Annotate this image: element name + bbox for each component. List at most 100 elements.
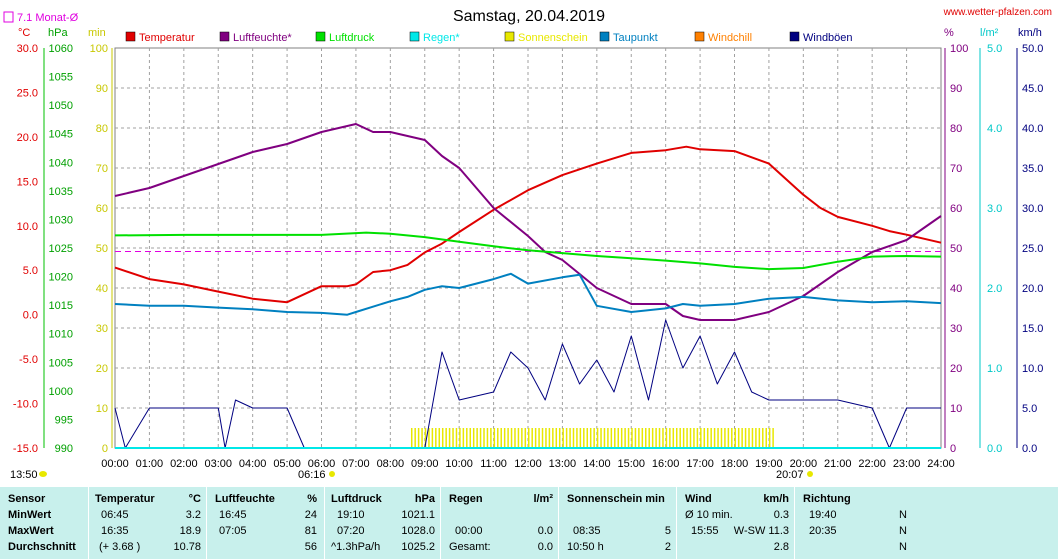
sunrise-time: 06:16 bbox=[298, 469, 326, 481]
sunshine-bar bbox=[531, 428, 533, 448]
pressure-axis-tick: 1000 bbox=[49, 386, 73, 398]
pressure-axis-tick: 1025 bbox=[49, 243, 73, 255]
sunshine-bar bbox=[744, 428, 747, 448]
x-tick-label: 20:00 bbox=[790, 458, 818, 470]
chart-grid bbox=[114, 47, 942, 449]
rain-axis-tick: 5.0 bbox=[987, 43, 1002, 55]
temp-axis-tick: 5.0 bbox=[23, 265, 38, 277]
site-link[interactable]: www.wetter-pfalzen.com bbox=[943, 7, 1052, 18]
humidity-axis-tick: 100 bbox=[950, 43, 968, 55]
temp-trend: (+ 3.68 ) bbox=[99, 541, 141, 553]
sunshine-bar bbox=[679, 428, 681, 448]
hdr-temp: Temperatur bbox=[95, 493, 155, 505]
col-temperature: Temperatur °C 06:45 3.2 16:35 18.9 (+ 3.… bbox=[88, 487, 207, 559]
x-tick-label: 10:00 bbox=[445, 458, 473, 470]
sunshine-bar bbox=[706, 428, 709, 448]
sunshine-bar bbox=[472, 428, 475, 448]
sunshine-bar bbox=[762, 428, 764, 448]
sunshine-bar bbox=[665, 428, 668, 448]
series-windben bbox=[114, 319, 941, 449]
temp-min-value: 3.2 bbox=[185, 509, 201, 521]
sunshine-bar bbox=[610, 428, 613, 448]
x-tick-label: 17:00 bbox=[686, 458, 714, 470]
unit-rain: l/m² bbox=[980, 27, 999, 39]
temp-max-time: 16:35 bbox=[101, 525, 129, 537]
col-sunshine: Sonnenschein min 08:35 5 10:50 h 2 bbox=[558, 487, 677, 559]
sunshine-bar bbox=[737, 428, 740, 448]
hdr-wind-unit: km/h bbox=[763, 493, 789, 505]
hdr-sunshine: Sonnenschein min bbox=[567, 493, 665, 505]
wind-axis-tick: 10.0 bbox=[1022, 363, 1043, 375]
sunshine-bar bbox=[428, 428, 430, 448]
x-tick-label: 22:00 bbox=[858, 458, 886, 470]
rain-max-time: 00:00 bbox=[455, 525, 483, 537]
sunshine-bar bbox=[669, 428, 671, 448]
sunshine-bar bbox=[620, 428, 623, 448]
col-rain: Regen l/m² 00:00 0.0 Gesamt: 0.0 bbox=[440, 487, 559, 559]
x-tick-label: 19:00 bbox=[755, 458, 783, 470]
hdr-pressure-unit: hPa bbox=[414, 493, 435, 505]
wind-axis-tick: 20.0 bbox=[1022, 283, 1043, 295]
pressure-axis-tick: 990 bbox=[55, 443, 73, 455]
sunshine-bar bbox=[455, 428, 458, 448]
sunshine-bar bbox=[589, 428, 592, 448]
monthly-avg-label: 7.1 Monat-Ø bbox=[17, 12, 79, 24]
sunshine-bar bbox=[741, 428, 743, 448]
sunshine-bar bbox=[724, 428, 726, 448]
rain-total-value: 0.0 bbox=[537, 541, 553, 553]
col-pressure: Luftdruck hPa 19:10 1021.1 07:20 1028.0 … bbox=[324, 487, 441, 559]
sunshine-bar bbox=[614, 428, 616, 448]
temp-avg-value: 10.78 bbox=[173, 541, 201, 553]
hum-max-value: 81 bbox=[304, 525, 317, 537]
wind-axis-tick: 45.0 bbox=[1022, 83, 1043, 95]
sunshine-bar bbox=[727, 428, 730, 448]
pressure-axis-tick: 1055 bbox=[49, 72, 73, 84]
sunshine-axis-tick: 90 bbox=[96, 83, 108, 95]
sunshine-axis-tick: 70 bbox=[96, 163, 108, 175]
legend-swatch bbox=[504, 31, 515, 42]
sunshine-bar bbox=[514, 428, 516, 448]
series-temperatur bbox=[114, 145, 942, 304]
x-tick-label: 06:00 bbox=[308, 458, 336, 470]
legend-label: Temperatur bbox=[139, 32, 195, 44]
sun-avg-value: 2 bbox=[664, 541, 671, 553]
sunshine-bar bbox=[569, 428, 571, 448]
sunshine-bar bbox=[424, 428, 427, 448]
rain-total-label: Gesamt: bbox=[449, 541, 491, 553]
sunset-time: 20:07 bbox=[776, 469, 804, 481]
sunshine-bar bbox=[751, 428, 754, 448]
humidity-axis-tick: 30 bbox=[950, 323, 962, 335]
sunshine-bar bbox=[731, 428, 733, 448]
sunshine-bar bbox=[435, 428, 437, 448]
wind-axis-tick: 5.0 bbox=[1022, 403, 1037, 415]
hdr-humidity: Luftfeuchte bbox=[215, 493, 275, 505]
legend-swatch bbox=[315, 31, 326, 42]
wind-axis-tick: 40.0 bbox=[1022, 123, 1043, 135]
sunshine-bar bbox=[655, 428, 657, 448]
sunshine-bar bbox=[459, 428, 461, 448]
sunshine-bar bbox=[410, 428, 413, 448]
pressure-axis-tick: 1050 bbox=[49, 100, 73, 112]
temp-axis-tick: -5.0 bbox=[19, 354, 38, 366]
humidity-axis-tick: 50 bbox=[950, 243, 962, 255]
col-direction: Richtung 19:40 N 20:35 N N bbox=[794, 487, 913, 559]
unit-temp: °C bbox=[18, 27, 30, 39]
humidity-axis-tick: 40 bbox=[950, 283, 962, 295]
x-tick-label: 08:00 bbox=[377, 458, 405, 470]
sunshine-bar bbox=[693, 428, 695, 448]
sunshine-bar bbox=[700, 428, 702, 448]
x-tick-label: 23:00 bbox=[893, 458, 921, 470]
x-tick-label: 02:00 bbox=[170, 458, 198, 470]
press-trend: ^1.3hPa/h bbox=[331, 541, 381, 553]
x-tick-label: 13:00 bbox=[549, 458, 577, 470]
hum-min-time: 16:45 bbox=[219, 509, 247, 521]
row-min-label: MinWert bbox=[8, 509, 52, 521]
legend-swatch bbox=[125, 31, 136, 42]
sunshine-axis-tick: 60 bbox=[96, 203, 108, 215]
sunshine-bar bbox=[638, 428, 640, 448]
wind-avg-value: 2.8 bbox=[773, 541, 789, 553]
sunshine-bar bbox=[603, 428, 606, 448]
sunshine-bar bbox=[541, 428, 544, 448]
sunshine-axis-tick: 30 bbox=[96, 323, 108, 335]
wind-avg-label: Ø 10 min. bbox=[685, 509, 733, 521]
